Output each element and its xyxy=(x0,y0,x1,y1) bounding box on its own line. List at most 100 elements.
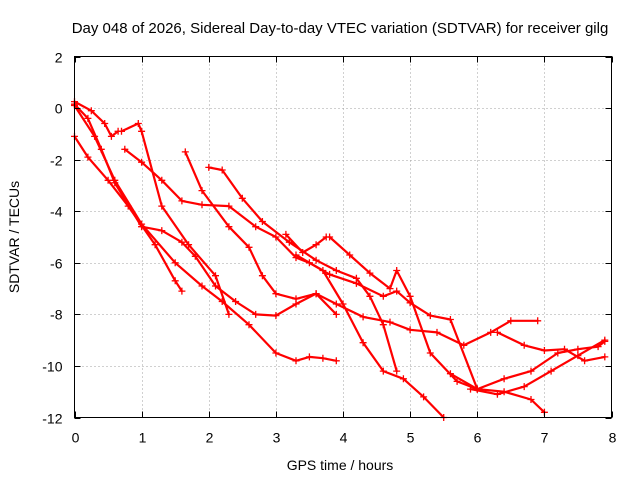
data-point xyxy=(601,336,609,344)
data-point xyxy=(252,310,260,318)
data-point xyxy=(258,218,266,225)
data-point xyxy=(134,120,142,127)
data-point xyxy=(299,249,307,256)
data-point xyxy=(312,241,320,249)
data-point xyxy=(493,328,501,336)
data-point xyxy=(534,317,542,325)
data-point xyxy=(158,202,166,210)
data-point xyxy=(312,256,320,264)
x-tick-label: 4 xyxy=(340,430,348,446)
data-point xyxy=(225,310,233,318)
series-track-2 xyxy=(71,100,340,320)
series-track-10 xyxy=(292,251,448,421)
series-track-8 xyxy=(205,163,401,375)
data-point xyxy=(292,251,300,259)
data-point xyxy=(104,176,112,184)
data-point xyxy=(285,238,293,246)
x-tick-label: 2 xyxy=(206,430,214,446)
data-point xyxy=(527,367,535,375)
data-point xyxy=(272,349,280,357)
data-point xyxy=(393,287,401,295)
x-tick-label: 1 xyxy=(139,430,147,446)
data-point xyxy=(212,272,219,280)
y-tick-label: 2 xyxy=(55,50,63,66)
data-point xyxy=(561,345,568,353)
series-layer xyxy=(71,98,609,421)
data-point xyxy=(379,292,387,300)
data-point xyxy=(352,274,360,282)
data-point xyxy=(540,347,548,354)
data-point xyxy=(252,223,260,231)
data-point xyxy=(205,163,213,171)
tick-labels: 0 1 2 3 4 5 6 7 8 2 0 -2 -4 -6 -8 -10 -12 xyxy=(42,50,616,446)
data-point xyxy=(493,390,501,398)
data-point xyxy=(386,285,394,293)
data-point xyxy=(332,310,340,318)
data-point xyxy=(198,282,206,290)
data-point xyxy=(420,393,428,401)
data-point xyxy=(101,120,109,127)
data-point xyxy=(111,179,119,187)
series-track-7 xyxy=(181,148,542,349)
data-point xyxy=(379,321,387,329)
grid-lines xyxy=(74,56,612,418)
series-line xyxy=(207,166,398,373)
x-tick-label: 8 xyxy=(609,430,617,446)
data-point xyxy=(118,127,125,135)
data-point xyxy=(225,202,233,210)
series-track-4 xyxy=(71,98,122,140)
data-point xyxy=(487,328,495,336)
series-track-5 xyxy=(118,120,233,318)
data-point xyxy=(326,233,334,241)
data-point xyxy=(178,287,186,295)
x-tick-label: 6 xyxy=(474,430,482,446)
data-point xyxy=(359,339,367,347)
series-line xyxy=(123,148,479,391)
y-tick-label: 0 xyxy=(55,101,63,117)
series-line xyxy=(469,339,606,396)
x-axis-label: GPS time / hours xyxy=(287,457,394,473)
data-point xyxy=(574,345,582,353)
data-point xyxy=(332,267,340,274)
data-point xyxy=(282,230,290,238)
data-point xyxy=(151,241,159,249)
x-tick-label: 3 xyxy=(273,430,281,446)
data-point xyxy=(218,166,226,174)
data-point xyxy=(107,132,115,140)
data-point xyxy=(245,321,253,329)
series-line xyxy=(73,104,338,362)
data-point xyxy=(332,300,340,308)
data-point xyxy=(87,107,95,115)
data-point xyxy=(171,277,179,285)
y-tick-label: -6 xyxy=(50,256,63,272)
data-point xyxy=(198,201,206,209)
data-point xyxy=(258,272,266,280)
data-point xyxy=(158,227,166,235)
data-point xyxy=(319,267,327,274)
data-point xyxy=(460,341,468,349)
y-tick-label: -8 xyxy=(50,307,63,323)
data-point xyxy=(272,233,280,241)
data-point xyxy=(305,353,313,361)
data-point xyxy=(158,176,166,184)
x-tick-label: 0 xyxy=(72,430,80,446)
data-point xyxy=(326,270,334,278)
y-tick-label: -4 xyxy=(50,204,63,220)
data-point xyxy=(446,316,454,323)
x-tick-label: 5 xyxy=(407,430,415,446)
data-point xyxy=(185,241,193,249)
data-point xyxy=(332,357,340,365)
data-point xyxy=(386,318,394,326)
data-point xyxy=(547,367,555,375)
data-point xyxy=(446,370,454,378)
data-point xyxy=(138,158,146,166)
data-point xyxy=(507,317,515,325)
series-track-14 xyxy=(467,336,609,398)
data-point xyxy=(379,367,387,375)
series-line xyxy=(294,253,445,419)
data-point xyxy=(232,298,240,305)
data-point xyxy=(366,292,374,300)
data-point xyxy=(581,357,589,365)
data-point xyxy=(225,223,233,231)
